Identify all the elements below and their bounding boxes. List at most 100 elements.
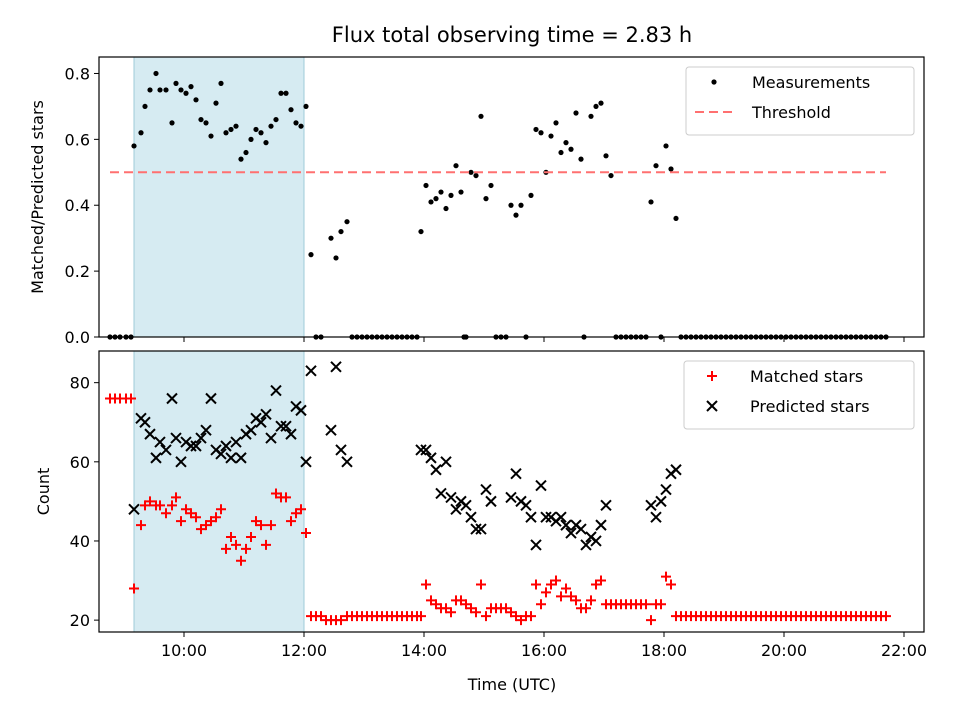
predicted-star-point (660, 483, 672, 496)
y-tick-label: 20 (70, 611, 90, 630)
measurement-point (653, 163, 659, 169)
measurement-point (473, 172, 479, 179)
y-tick-label: 0.6 (65, 130, 90, 149)
y-tick-label: 60 (70, 453, 90, 472)
matched-star-point (296, 504, 306, 515)
matched-star-point (581, 603, 591, 614)
matched-star-point (571, 595, 581, 606)
predicted-star-point (645, 499, 657, 512)
measurement-point (238, 156, 244, 162)
matched-star-point (256, 520, 266, 531)
ratio-legend: Measurements Threshold (685, 66, 915, 136)
measurement-point (233, 123, 239, 129)
matched-star-point (129, 583, 139, 594)
x-tick-label: 10:00 (161, 641, 207, 660)
measurement-point (328, 235, 334, 241)
measurement-point (608, 172, 614, 179)
measurement-point (263, 140, 269, 146)
measurement-point (153, 70, 159, 77)
ratio-axes-frame (98, 56, 925, 338)
matched-star-point (221, 543, 231, 554)
matched-star-point (191, 512, 201, 523)
matched-star-point (481, 611, 491, 622)
measurement-point (483, 196, 489, 202)
predicted-star-point (170, 432, 182, 444)
predicted-star-point (265, 432, 277, 444)
measurement-point (593, 103, 599, 110)
predicted-star-point (595, 519, 607, 531)
measurement-point (423, 182, 429, 189)
predicted-star-point (590, 535, 602, 547)
measurement-point (344, 219, 350, 225)
y-tick-label: 0.2 (65, 262, 90, 281)
legend-label: Measurements (752, 73, 870, 92)
legend-label: Predicted stars (750, 397, 870, 416)
matched-star-point (531, 579, 541, 590)
predicted-star-point (230, 436, 242, 448)
measurement-point (338, 228, 344, 235)
predicted-star-point (580, 539, 592, 551)
measurement-point (598, 100, 604, 106)
matched-star-point (216, 504, 226, 515)
measurement-point (138, 130, 144, 136)
x-tick-label: 12:00 (281, 641, 327, 660)
predicted-star-point (485, 495, 497, 508)
predicted-star-point (465, 511, 477, 523)
predicted-star-point (450, 503, 462, 516)
predicted-star-point (200, 424, 212, 436)
predicted-star-point (305, 365, 317, 377)
count-y-axis: 20 40 60 80 (70, 374, 99, 630)
measurement-point (438, 189, 444, 195)
measurement-point (283, 90, 289, 96)
predicted-star-point (535, 479, 547, 492)
predicted-star-point (425, 452, 437, 464)
y-tick-label: 80 (70, 374, 90, 393)
measurement-point (218, 80, 224, 86)
measurement-point (147, 87, 153, 93)
measurement-point (208, 133, 214, 139)
matched-star-point (261, 539, 271, 550)
measurement-point (588, 113, 594, 119)
measurement-point (203, 120, 209, 126)
predicted-star-point (225, 452, 237, 464)
y-tick-label: 0.0 (65, 328, 90, 347)
ratio-x-axis (183, 337, 905, 342)
matched-star-point (241, 543, 251, 554)
highlight-band (133, 56, 305, 338)
measurement-point (157, 87, 163, 93)
predicted-star-point (295, 404, 307, 417)
measurement-point (548, 133, 554, 139)
x-axis-label: Time (UTC) (467, 675, 556, 694)
matched-star-point (586, 595, 596, 606)
measurement-point (288, 107, 294, 113)
matched-star-point (646, 615, 656, 626)
measurement-point (568, 146, 574, 152)
predicted-star-point (335, 444, 347, 456)
measurement-point (578, 156, 584, 162)
predicted-star-point (540, 511, 552, 523)
ratio-panel: 0.00.20.40.60.8 Matched/Predicted stars … (28, 56, 925, 347)
measurement-point (533, 126, 539, 133)
predicted-star-point (475, 523, 487, 535)
legend-dot-marker (711, 79, 717, 85)
measurement-point (273, 116, 279, 123)
measurement-point (303, 103, 309, 110)
predicted-star-point (190, 440, 202, 452)
matched-star-point (145, 496, 155, 507)
predicted-star-point (280, 420, 292, 432)
measurement-point (458, 189, 464, 195)
predicted-star-point (435, 487, 447, 500)
predicted-star-point (128, 503, 140, 516)
measurement-point (418, 228, 424, 235)
matched-star-point (471, 607, 481, 618)
matched-star-point (536, 599, 546, 610)
x-tick-label: 16:00 (521, 641, 567, 660)
predicted-star-point (530, 539, 542, 551)
measurement-point (248, 136, 254, 142)
predicted-star-point (215, 448, 227, 460)
matched-star-point (266, 520, 276, 531)
measurement-point (553, 120, 559, 126)
predicted-star-point (555, 511, 567, 523)
measurement-point (223, 130, 229, 136)
count-x-axis: 10:00 12:00 14:00 16:00 18:00 20:00 22:00 (161, 632, 927, 660)
